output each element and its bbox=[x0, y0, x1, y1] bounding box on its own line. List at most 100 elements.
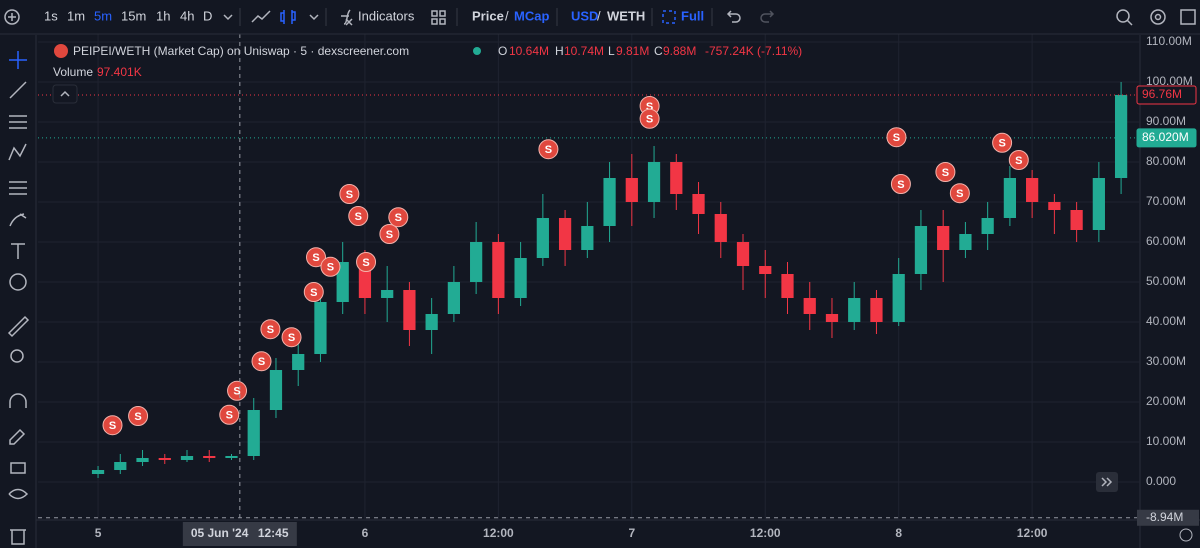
trade-marker-label: S bbox=[310, 287, 317, 299]
candle-body bbox=[447, 282, 461, 314]
trade-marker[interactable] bbox=[219, 404, 240, 425]
crosshair-price: -8.94M bbox=[1146, 510, 1183, 524]
x-tick-label: 5 bbox=[95, 526, 102, 540]
trade-marker[interactable] bbox=[1008, 150, 1029, 170]
toolbar-icons bbox=[4, 8, 1196, 26]
interval-button[interactable]: 15m bbox=[121, 8, 146, 23]
candle-body bbox=[336, 262, 349, 302]
y-tick-label: 60.00M bbox=[1146, 234, 1186, 248]
interval-button[interactable]: 1h bbox=[156, 8, 170, 23]
trade-marker-label: S bbox=[1015, 155, 1022, 167]
text-tool[interactable] bbox=[11, 243, 25, 259]
zoom-tool[interactable] bbox=[10, 349, 24, 363]
trade-marker[interactable] bbox=[303, 282, 324, 302]
interval-menu[interactable] bbox=[223, 14, 233, 21]
interval-button[interactable]: 1s bbox=[44, 8, 58, 23]
y-tick-label: 50.00M bbox=[1146, 274, 1186, 288]
pattern-tool[interactable] bbox=[8, 143, 27, 161]
currency-toggle-option[interactable]: WETH bbox=[607, 8, 645, 23]
emoji-tool[interactable] bbox=[9, 273, 27, 291]
add-symbol[interactable] bbox=[4, 9, 20, 25]
ohlc-legend: O 10.64M H 10.74M L 9.81M C 9.88M bbox=[498, 44, 696, 58]
lock-tool[interactable] bbox=[10, 462, 26, 474]
redo[interactable] bbox=[760, 10, 775, 23]
candle-body bbox=[269, 370, 283, 410]
candle-body bbox=[425, 314, 438, 330]
candle-body bbox=[1092, 178, 1105, 230]
candle-body bbox=[1026, 178, 1039, 202]
trade-marker[interactable] bbox=[339, 184, 360, 204]
settings-icon[interactable] bbox=[1150, 9, 1166, 25]
crosshair-price-box bbox=[1137, 509, 1199, 526]
candle-body bbox=[670, 162, 683, 194]
candle-body bbox=[558, 218, 572, 250]
interval-button[interactable]: 4h bbox=[180, 8, 194, 23]
trade-marker[interactable] bbox=[348, 206, 369, 226]
collapse-legend[interactable] bbox=[52, 84, 78, 104]
trade-marker[interactable] bbox=[281, 327, 302, 348]
trend-line-tool[interactable] bbox=[9, 81, 27, 99]
price-toggle-option[interactable]: MCap bbox=[514, 8, 549, 23]
brush-tool[interactable] bbox=[9, 213, 27, 227]
trade-marker[interactable] bbox=[890, 174, 911, 194]
crosshair-time-box bbox=[182, 522, 297, 546]
currency-toggle-option[interactable]: USD bbox=[571, 8, 598, 23]
trade-marker[interactable] bbox=[388, 207, 409, 228]
trade-marker-label: S bbox=[395, 212, 402, 224]
full-icon[interactable] bbox=[662, 10, 676, 24]
line-style[interactable] bbox=[251, 10, 271, 23]
ohlc-key: L bbox=[608, 44, 615, 58]
time-axis-settings[interactable] bbox=[1179, 528, 1193, 542]
trade-marker[interactable] bbox=[886, 127, 907, 148]
style-menu[interactable] bbox=[309, 14, 319, 21]
trade-marker[interactable] bbox=[992, 132, 1013, 153]
trade-marker[interactable] bbox=[538, 139, 559, 160]
crosshair-tool[interactable] bbox=[9, 51, 27, 69]
indicators-button[interactable]: Indicators bbox=[358, 8, 415, 23]
trade-marker-label: S bbox=[109, 420, 116, 432]
projection-tool[interactable] bbox=[9, 181, 27, 195]
lock-drawings[interactable] bbox=[9, 428, 26, 445]
trade-marker[interactable] bbox=[320, 256, 341, 277]
interval-button[interactable]: D bbox=[203, 8, 212, 23]
undo[interactable] bbox=[726, 10, 741, 23]
fib-tool[interactable] bbox=[9, 115, 27, 129]
trade-marker-label: S bbox=[545, 144, 552, 156]
trade-marker-label: S bbox=[362, 257, 369, 269]
y-tick-label: 80.00M bbox=[1146, 154, 1186, 168]
y-tick-label: 110.00M bbox=[1146, 34, 1192, 48]
trade-marker[interactable] bbox=[251, 351, 272, 372]
candle-body bbox=[381, 290, 394, 298]
trade-marker[interactable] bbox=[128, 406, 149, 426]
candle-body bbox=[625, 178, 638, 202]
delete-tool[interactable] bbox=[10, 529, 26, 545]
full-button[interactable]: Full bbox=[681, 8, 704, 23]
trade-marker-label: S bbox=[646, 101, 653, 113]
trade-marker[interactable] bbox=[379, 224, 400, 244]
price-label: 96.76M bbox=[1142, 87, 1182, 101]
visibility-tool[interactable] bbox=[8, 488, 29, 500]
candle-body bbox=[870, 298, 883, 322]
candle-style[interactable] bbox=[280, 10, 296, 24]
trade-marker[interactable] bbox=[949, 183, 970, 204]
zoom-icon[interactable] bbox=[1116, 9, 1130, 23]
trade-marker[interactable] bbox=[935, 162, 956, 182]
screenshot-icon[interactable] bbox=[1180, 9, 1196, 25]
x-tick-label: 12:00 bbox=[483, 526, 514, 540]
layout-icon[interactable] bbox=[431, 10, 438, 17]
trade-marker[interactable] bbox=[356, 252, 377, 272]
trade-marker[interactable] bbox=[227, 380, 248, 401]
candle-body bbox=[403, 290, 416, 330]
interval-button[interactable]: 5m bbox=[94, 8, 112, 23]
magnet-tool[interactable] bbox=[9, 393, 27, 408]
candle-body bbox=[714, 214, 727, 242]
ruler-tool[interactable] bbox=[7, 315, 30, 338]
trade-marker[interactable] bbox=[102, 415, 123, 436]
price-toggle-option[interactable]: Price bbox=[472, 8, 504, 23]
candle-body bbox=[1114, 94, 1128, 178]
interval-button[interactable]: 1m bbox=[67, 8, 85, 23]
trade-marker[interactable] bbox=[306, 247, 327, 268]
trade-marker[interactable] bbox=[260, 319, 281, 340]
trade-marker[interactable] bbox=[639, 108, 660, 129]
